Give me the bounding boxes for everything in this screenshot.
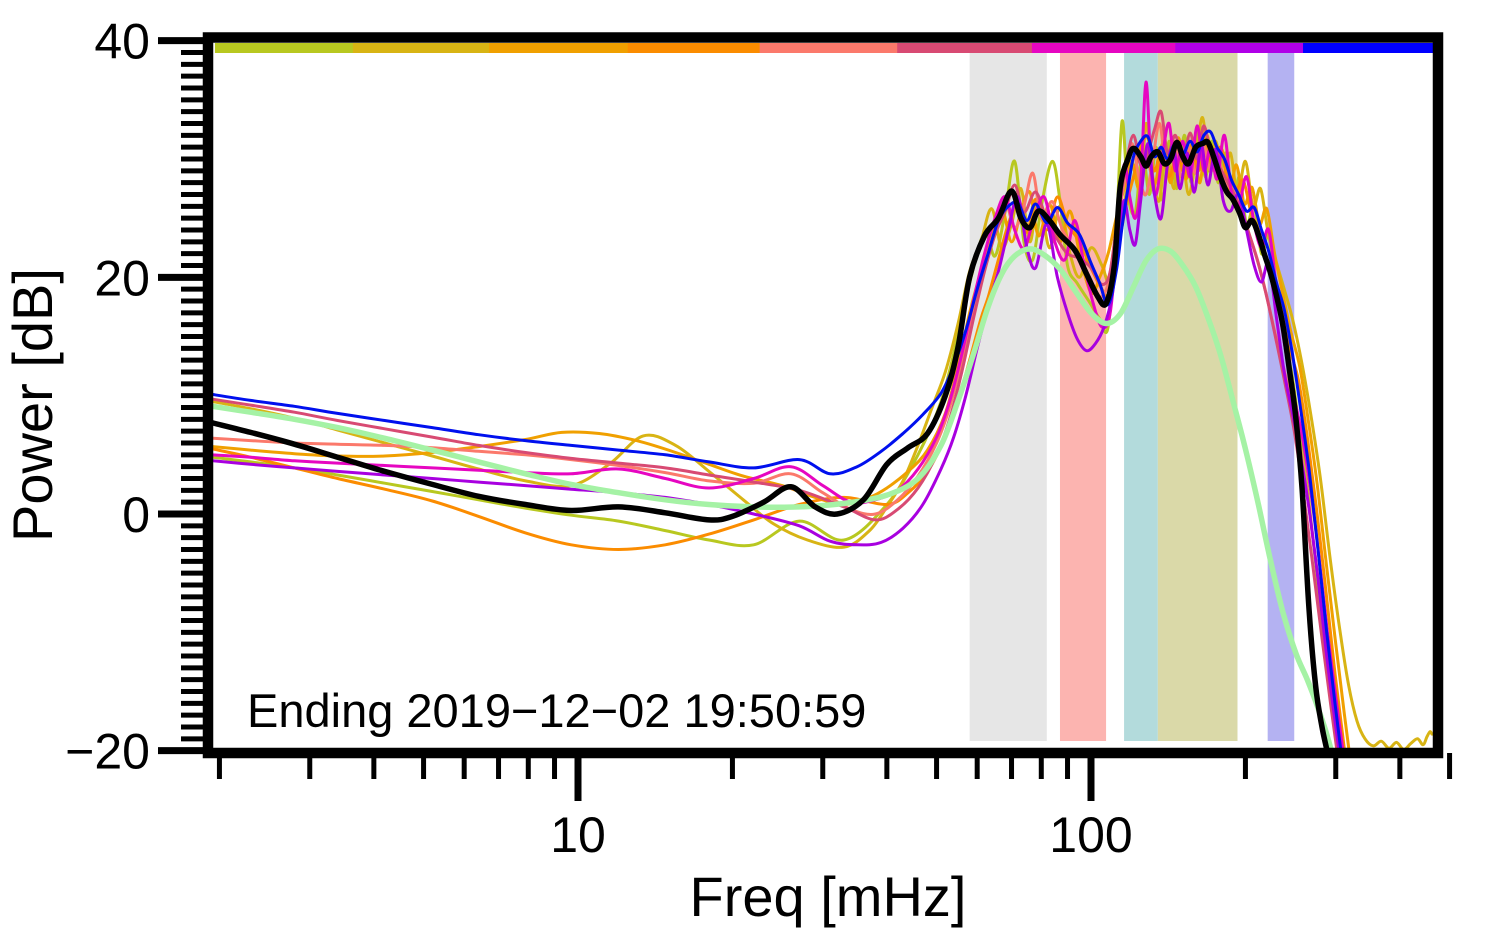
time-colorbar — [214, 43, 1440, 53]
band-gray — [969, 53, 1047, 741]
colorbar-segment-3 — [489, 43, 629, 53]
y-tick-label: 0 — [122, 487, 150, 543]
colorbar-segment-4 — [627, 43, 761, 53]
ending-timestamp-annotation: Ending 2019−12−02 19:50:59 — [247, 684, 866, 737]
x-tick-label: 10 — [550, 807, 606, 863]
colorbar-segment-8 — [1175, 43, 1305, 53]
y-tick-label: 40 — [94, 14, 150, 70]
colorbar-segment-5 — [759, 43, 899, 53]
curve-reference-palegreen — [213, 245, 1334, 748]
curve-spectrum-gold — [213, 116, 1433, 748]
colorbar-segment-2 — [352, 43, 491, 53]
y-axis-label: Power [dB] — [1, 268, 64, 542]
curve-spectrum-blue — [213, 129, 1343, 748]
spectra-curves-layer — [213, 80, 1433, 748]
plot-frame — [202, 32, 1444, 759]
x-axis-label: Freq [mHz] — [690, 865, 967, 928]
colorbar-segment-7 — [1031, 43, 1177, 53]
curve-median-black — [213, 138, 1330, 748]
band-pink — [1059, 53, 1107, 741]
highlight-bands-layer — [969, 53, 1295, 741]
y-tick-label: −20 — [65, 724, 150, 780]
colorbar-segment-1 — [214, 43, 354, 53]
x-tick-label: 100 — [1049, 807, 1132, 863]
colorbar-segment-6 — [897, 43, 1033, 53]
y-tick-label: 20 — [94, 250, 150, 306]
colorbar-segment-9 — [1303, 43, 1440, 53]
